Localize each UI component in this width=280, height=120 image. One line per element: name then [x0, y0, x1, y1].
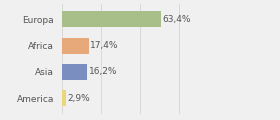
Text: 17,4%: 17,4%: [90, 41, 119, 50]
Bar: [62, 90, 66, 106]
Text: 63,4%: 63,4%: [163, 15, 191, 24]
Bar: [62, 64, 87, 80]
Bar: [62, 12, 161, 27]
Bar: [62, 38, 89, 54]
Text: 2,9%: 2,9%: [68, 94, 90, 103]
Text: 16,2%: 16,2%: [88, 67, 117, 76]
